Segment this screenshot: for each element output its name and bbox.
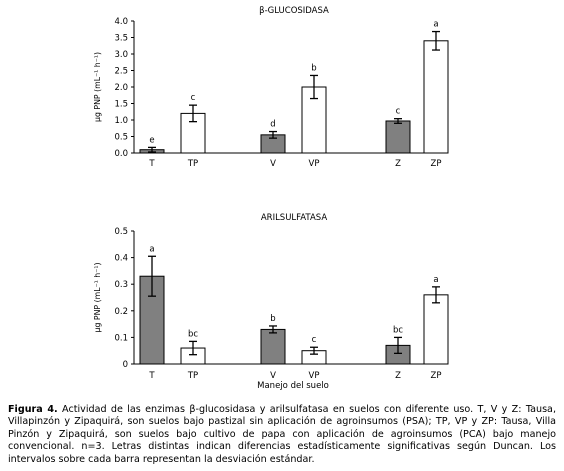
significance-letter: bc	[393, 325, 403, 335]
category-label: Z	[395, 371, 401, 381]
chart-title: β-GLUCOSIDASA	[259, 6, 329, 16]
significance-letter: d	[270, 120, 275, 130]
y-tick-label: 2.5	[114, 67, 128, 77]
category-label: VP	[309, 159, 320, 169]
bar	[260, 328, 286, 365]
significance-letter: a	[433, 20, 438, 30]
bar	[423, 40, 449, 154]
category-label: V	[270, 159, 276, 169]
y-tick-label: 0	[123, 360, 128, 370]
y-tick-label: 3.0	[114, 50, 128, 60]
y-tick-label: 0.4	[114, 254, 128, 264]
y-axis-label: µg PNP (mL⁻¹ h⁻¹)	[93, 262, 102, 332]
y-tick-label: 3.5	[114, 34, 128, 44]
x-axis-label: Manejo del suelo	[257, 381, 329, 391]
y-tick-label: 0.0	[114, 149, 128, 159]
category-label: TP	[187, 371, 198, 381]
y-tick-label: 4.0	[114, 17, 128, 27]
y-tick-label: 1.5	[114, 100, 128, 110]
y-tick-label: 0.1	[114, 333, 128, 343]
category-label: ZP	[431, 371, 442, 381]
significance-letter: b	[311, 63, 316, 73]
significance-letter: a	[149, 244, 154, 254]
y-tick-label: 0.5	[114, 227, 128, 237]
significance-letter: e	[149, 135, 154, 145]
caption-label: Figura 4.	[8, 404, 58, 415]
significance-letter: c	[396, 107, 401, 117]
bar	[385, 120, 411, 154]
category-label: VP	[309, 371, 320, 381]
significance-letter: a	[433, 275, 438, 285]
significance-letter: bc	[188, 329, 198, 339]
y-tick-label: 2.0	[114, 83, 128, 93]
beta-glucosidasa-chart: β-GLUCOSIDASA µg PNP (mL⁻¹ h⁻¹) 0.0 0.5 1.0 1…	[93, 6, 449, 169]
significance-letter: c	[312, 335, 317, 345]
caption-text: Actividad de las enzimas β-glucosidasa y…	[8, 404, 556, 465]
significance-letter: c	[191, 93, 196, 103]
category-label: V	[270, 371, 276, 381]
y-tick-label: 0.5	[114, 133, 128, 143]
y-tick-label: 0.2	[114, 307, 128, 317]
y-tick-label: 0.3	[114, 280, 128, 290]
chart-title: ARILSULFATASA	[261, 213, 327, 223]
y-tick-label: 1.0	[114, 116, 128, 126]
category-label: ZP	[431, 159, 442, 169]
category-label: Z	[395, 159, 401, 169]
category-label: TP	[187, 159, 198, 169]
category-label: T	[148, 371, 155, 381]
significance-letter: b	[270, 314, 275, 324]
y-axis-label: µg PNP (mL⁻¹ h⁻¹)	[93, 52, 102, 122]
category-label: T	[148, 159, 155, 169]
figure-caption: Figura 4. Actividad de las enzimas β-glu…	[8, 404, 556, 466]
bar	[423, 294, 449, 365]
arilsulfatasa-chart: ARILSULFATASA µg PNP (mL⁻¹ h⁻¹) 0 0.1 0.2 0.3…	[93, 213, 449, 391]
